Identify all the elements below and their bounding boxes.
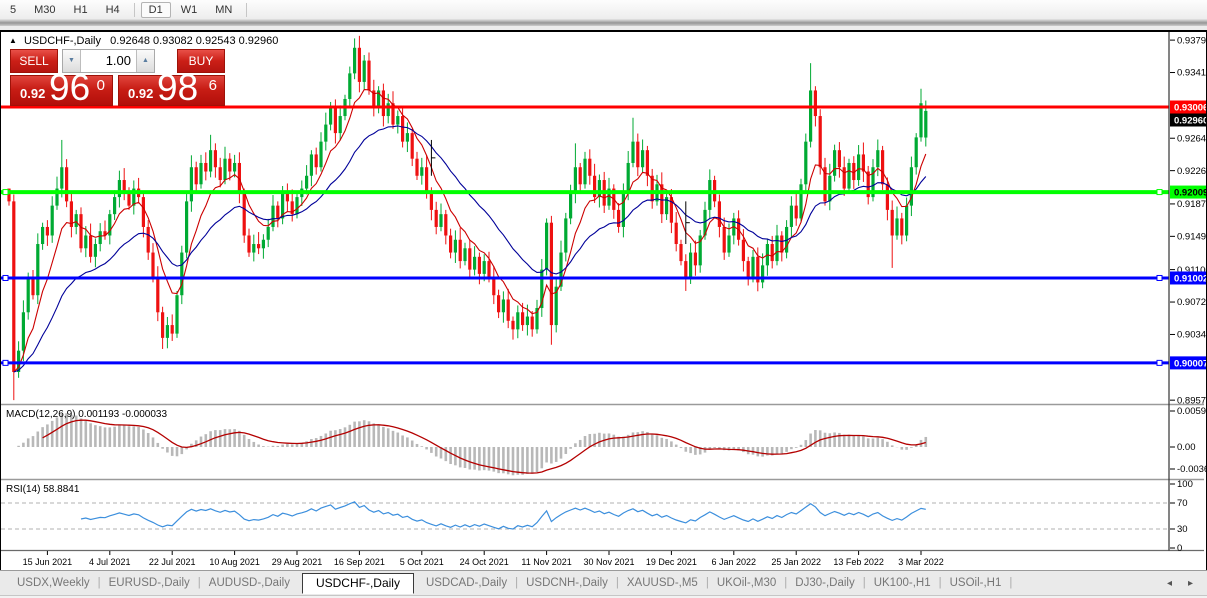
tab-usoil-h1[interactable]: USOil-,H1 — [949, 577, 1002, 589]
tab-usdcad-daily[interactable]: USDCAD-,Daily — [425, 577, 508, 589]
svg-text:29 Aug 2021: 29 Aug 2021 — [272, 557, 323, 567]
tab-separator: | — [97, 577, 101, 589]
tab-scroll-left-icon[interactable]: ◂ — [1166, 577, 1172, 589]
symbol-tab-bar: USDX,Weekly | EURUSD-,Daily | AUDUSD-,Daily U… — [0, 570, 1207, 595]
svg-text:13 Feb 2022: 13 Feb 2022 — [833, 557, 884, 567]
tab-ukoil-m30[interactable]: UKOil-,M30 — [716, 577, 777, 589]
svg-text:0.92009: 0.92009 — [1174, 188, 1206, 199]
timeframe-button-w1[interactable]: W1 — [180, 3, 198, 16]
svg-text:22 Jul 2021: 22 Jul 2021 — [149, 557, 196, 567]
one-click-trading-panel: SELL ▼ 1.00 ▲ BUY 0.92 96 0 0.92 98 6 — [10, 49, 225, 108]
sell-price-prefix: 0.92 — [20, 86, 46, 101]
svg-text:30: 30 — [1177, 524, 1188, 535]
tab-scroll-right-icon[interactable]: ▸ — [1187, 577, 1193, 589]
toolbar-shadow-band — [0, 19, 1207, 26]
sell-price-big: 96 — [49, 67, 91, 108]
toolbar-separator — [133, 2, 135, 17]
svg-text:-0.003664: -0.003664 — [1177, 464, 1206, 475]
timeframe-button-mn[interactable]: MN — [215, 3, 233, 16]
tab-dj30-daily[interactable]: DJ30-,Daily — [795, 577, 855, 589]
volume-stepper[interactable]: ▼ 1.00 ▲ — [62, 49, 155, 73]
svg-text:70: 70 — [1177, 498, 1188, 509]
svg-text:0.93006: 0.93006 — [1174, 103, 1206, 114]
tab-separator: | — [515, 577, 519, 589]
buy-price-prefix: 0.92 — [128, 86, 154, 101]
tab-separator: | — [862, 577, 866, 589]
volume-decrease-icon[interactable]: ▼ — [63, 50, 81, 72]
sell-price-box[interactable]: 0.92 96 0 — [10, 67, 113, 108]
svg-text:0.005963: 0.005963 — [1177, 406, 1206, 417]
sell-button[interactable]: SELL — [10, 49, 58, 73]
svg-text:11 Nov 2021: 11 Nov 2021 — [521, 557, 571, 567]
tab-usdcnh-daily[interactable]: USDCNH-,Daily — [526, 577, 608, 589]
tab-scroll-arrows: ◂ ▸ — [1167, 578, 1193, 589]
buy-price-box[interactable]: 0.92 98 6 — [118, 67, 225, 108]
tab-separator: | — [1009, 577, 1013, 589]
timeframe-button-h4[interactable]: H4 — [105, 3, 120, 16]
svg-text:6 Jan 2022: 6 Jan 2022 — [712, 557, 757, 567]
svg-text:0: 0 — [1177, 543, 1182, 554]
tab-usdx-weekly[interactable]: USDX,Weekly — [17, 577, 90, 589]
buy-price-pip: 6 — [208, 77, 217, 94]
tab-separator: | — [615, 577, 619, 589]
svg-text:19 Dec 2021: 19 Dec 2021 — [646, 557, 697, 567]
buy-price-big: 98 — [157, 67, 199, 108]
tab-separator: | — [784, 577, 788, 589]
toolbar-separator — [246, 2, 248, 17]
svg-text:10 Aug 2021: 10 Aug 2021 — [209, 557, 260, 567]
svg-text:0.90007: 0.90007 — [1174, 358, 1206, 369]
tab-separator: | — [197, 577, 201, 589]
svg-text:24 Oct 2021: 24 Oct 2021 — [460, 557, 509, 567]
tab-usdchf-daily[interactable]: USDCHF-,Daily — [301, 572, 414, 594]
tab-xauusd-m5[interactable]: XAUUSD-,M5 — [626, 577, 698, 589]
timeframe-toolbar: 5 M30 H1 H4 D1 W1 MN — [0, 0, 1207, 19]
svg-text:16 Sep 2021: 16 Sep 2021 — [334, 557, 385, 567]
tab-uk100-h1[interactable]: UK100-,H1 — [873, 577, 931, 589]
svg-text:30 Nov 2021: 30 Nov 2021 — [583, 557, 634, 567]
tab-separator: | — [705, 577, 709, 589]
svg-text:25 Jan 2022: 25 Jan 2022 — [771, 557, 821, 567]
timeframe-button-5[interactable]: 5 — [10, 3, 17, 16]
volume-increase-icon[interactable]: ▲ — [136, 50, 154, 72]
svg-text:0.00: 0.00 — [1177, 442, 1196, 453]
buy-button[interactable]: BUY — [177, 49, 225, 73]
svg-text:0.92960: 0.92960 — [1174, 116, 1206, 127]
sell-price-pip: 0 — [96, 77, 105, 94]
tab-audusd-daily[interactable]: AUDUSD-,Daily — [208, 577, 290, 589]
svg-text:4 Jul 2021: 4 Jul 2021 — [89, 557, 131, 567]
bottom-strip — [0, 595, 1207, 598]
svg-text:5 Oct 2021: 5 Oct 2021 — [400, 557, 444, 567]
svg-text:15 Jun 2021: 15 Jun 2021 — [23, 557, 73, 567]
tab-eurusd-daily[interactable]: EURUSD-,Daily — [108, 577, 190, 589]
timeframe-button-d1[interactable]: D1 — [140, 1, 171, 18]
volume-value[interactable]: 1.00 — [105, 53, 131, 68]
timeframe-button-m30[interactable]: M30 — [34, 3, 56, 16]
timeframe-button-h1[interactable]: H1 — [73, 3, 88, 16]
svg-text:3 Mar 2022: 3 Mar 2022 — [898, 557, 944, 567]
svg-text:100: 100 — [1177, 479, 1193, 490]
svg-text:0.91002: 0.91002 — [1174, 273, 1206, 284]
tab-separator: | — [938, 577, 942, 589]
